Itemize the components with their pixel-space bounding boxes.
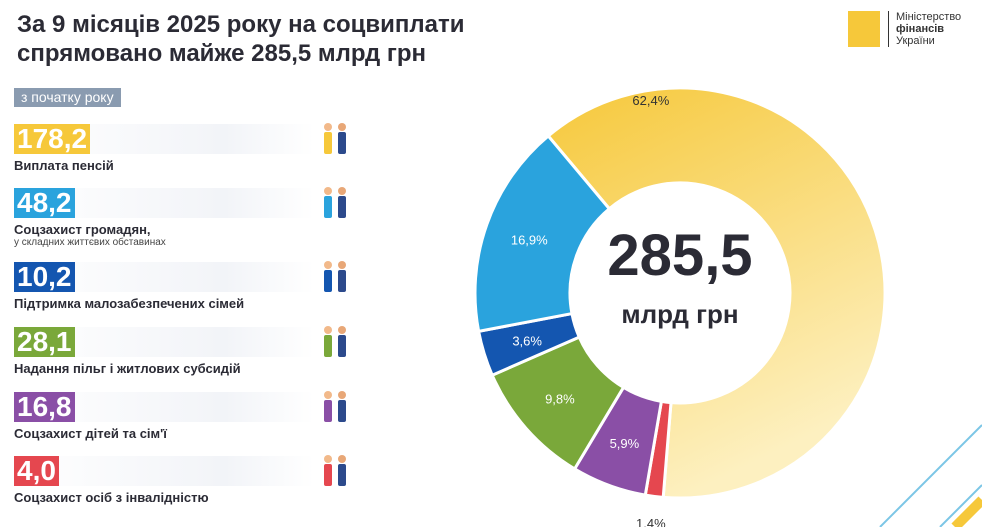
category-value: 4,0 <box>14 456 59 486</box>
wheelchair-icon <box>314 452 354 488</box>
family-icon <box>314 258 354 294</box>
category-row: 178,2 Виплата пенсій <box>14 123 354 173</box>
category-value: 178,2 <box>14 124 91 154</box>
children-icon <box>314 388 354 424</box>
center-unit: млрд грн <box>621 299 738 329</box>
slice-label: 16,9% <box>511 232 548 247</box>
slice-label: 3,6% <box>512 333 542 348</box>
category-label: Підтримка малозабезпечених сімей <box>14 296 245 311</box>
row-bar <box>14 456 314 486</box>
decorative-lines <box>879 424 982 527</box>
category-label: Соцзахист громадян, <box>14 222 151 237</box>
category-row: 4,0 Соцзахист осіб з інвалідністю <box>14 455 354 505</box>
category-value: 10,2 <box>14 262 75 292</box>
logo-divider <box>888 11 889 47</box>
page-title: За 9 місяців 2025 року на соцвиплати спря… <box>17 11 465 67</box>
category-row: 48,2 Соцзахист громадян, у складних житт… <box>14 187 354 248</box>
trident-icon <box>848 11 880 47</box>
category-row: 16,8 Соцзахист дітей та сім'ї <box>14 391 354 441</box>
slice-0 <box>546 86 887 500</box>
category-sublabel: у складних життєвих обставинах <box>14 237 166 248</box>
category-row: 10,2 Підтримка малозабезпечених сімей <box>14 261 354 311</box>
slice-label: 5,9% <box>610 436 640 451</box>
elderly-couple-icon <box>314 120 354 156</box>
category-label: Виплата пенсій <box>14 158 114 173</box>
people-icon <box>314 184 354 220</box>
category-value: 48,2 <box>14 188 75 218</box>
utilities-icon <box>314 323 354 359</box>
category-value: 28,1 <box>14 327 75 357</box>
center-total: 285,5 <box>607 223 752 288</box>
slice-label: 1,4% <box>636 516 666 527</box>
slice-label: 9,8% <box>545 392 575 407</box>
category-label: Соцзахист дітей та сім'ї <box>14 426 167 441</box>
ministry-logo: Міністерство фінансів України <box>848 11 978 51</box>
category-label: Соцзахист осіб з інвалідністю <box>14 490 209 505</box>
slice-label: 62,4% <box>632 93 669 108</box>
period-tag: з початку року <box>14 88 121 107</box>
category-label: Надання пільг і житлових субсидій <box>14 361 241 376</box>
category-row: 28,1 Надання пільг і житлових субсидій <box>14 326 354 376</box>
category-value: 16,8 <box>14 392 75 422</box>
decorative-stripe <box>951 496 982 527</box>
slice-5 <box>473 133 612 334</box>
